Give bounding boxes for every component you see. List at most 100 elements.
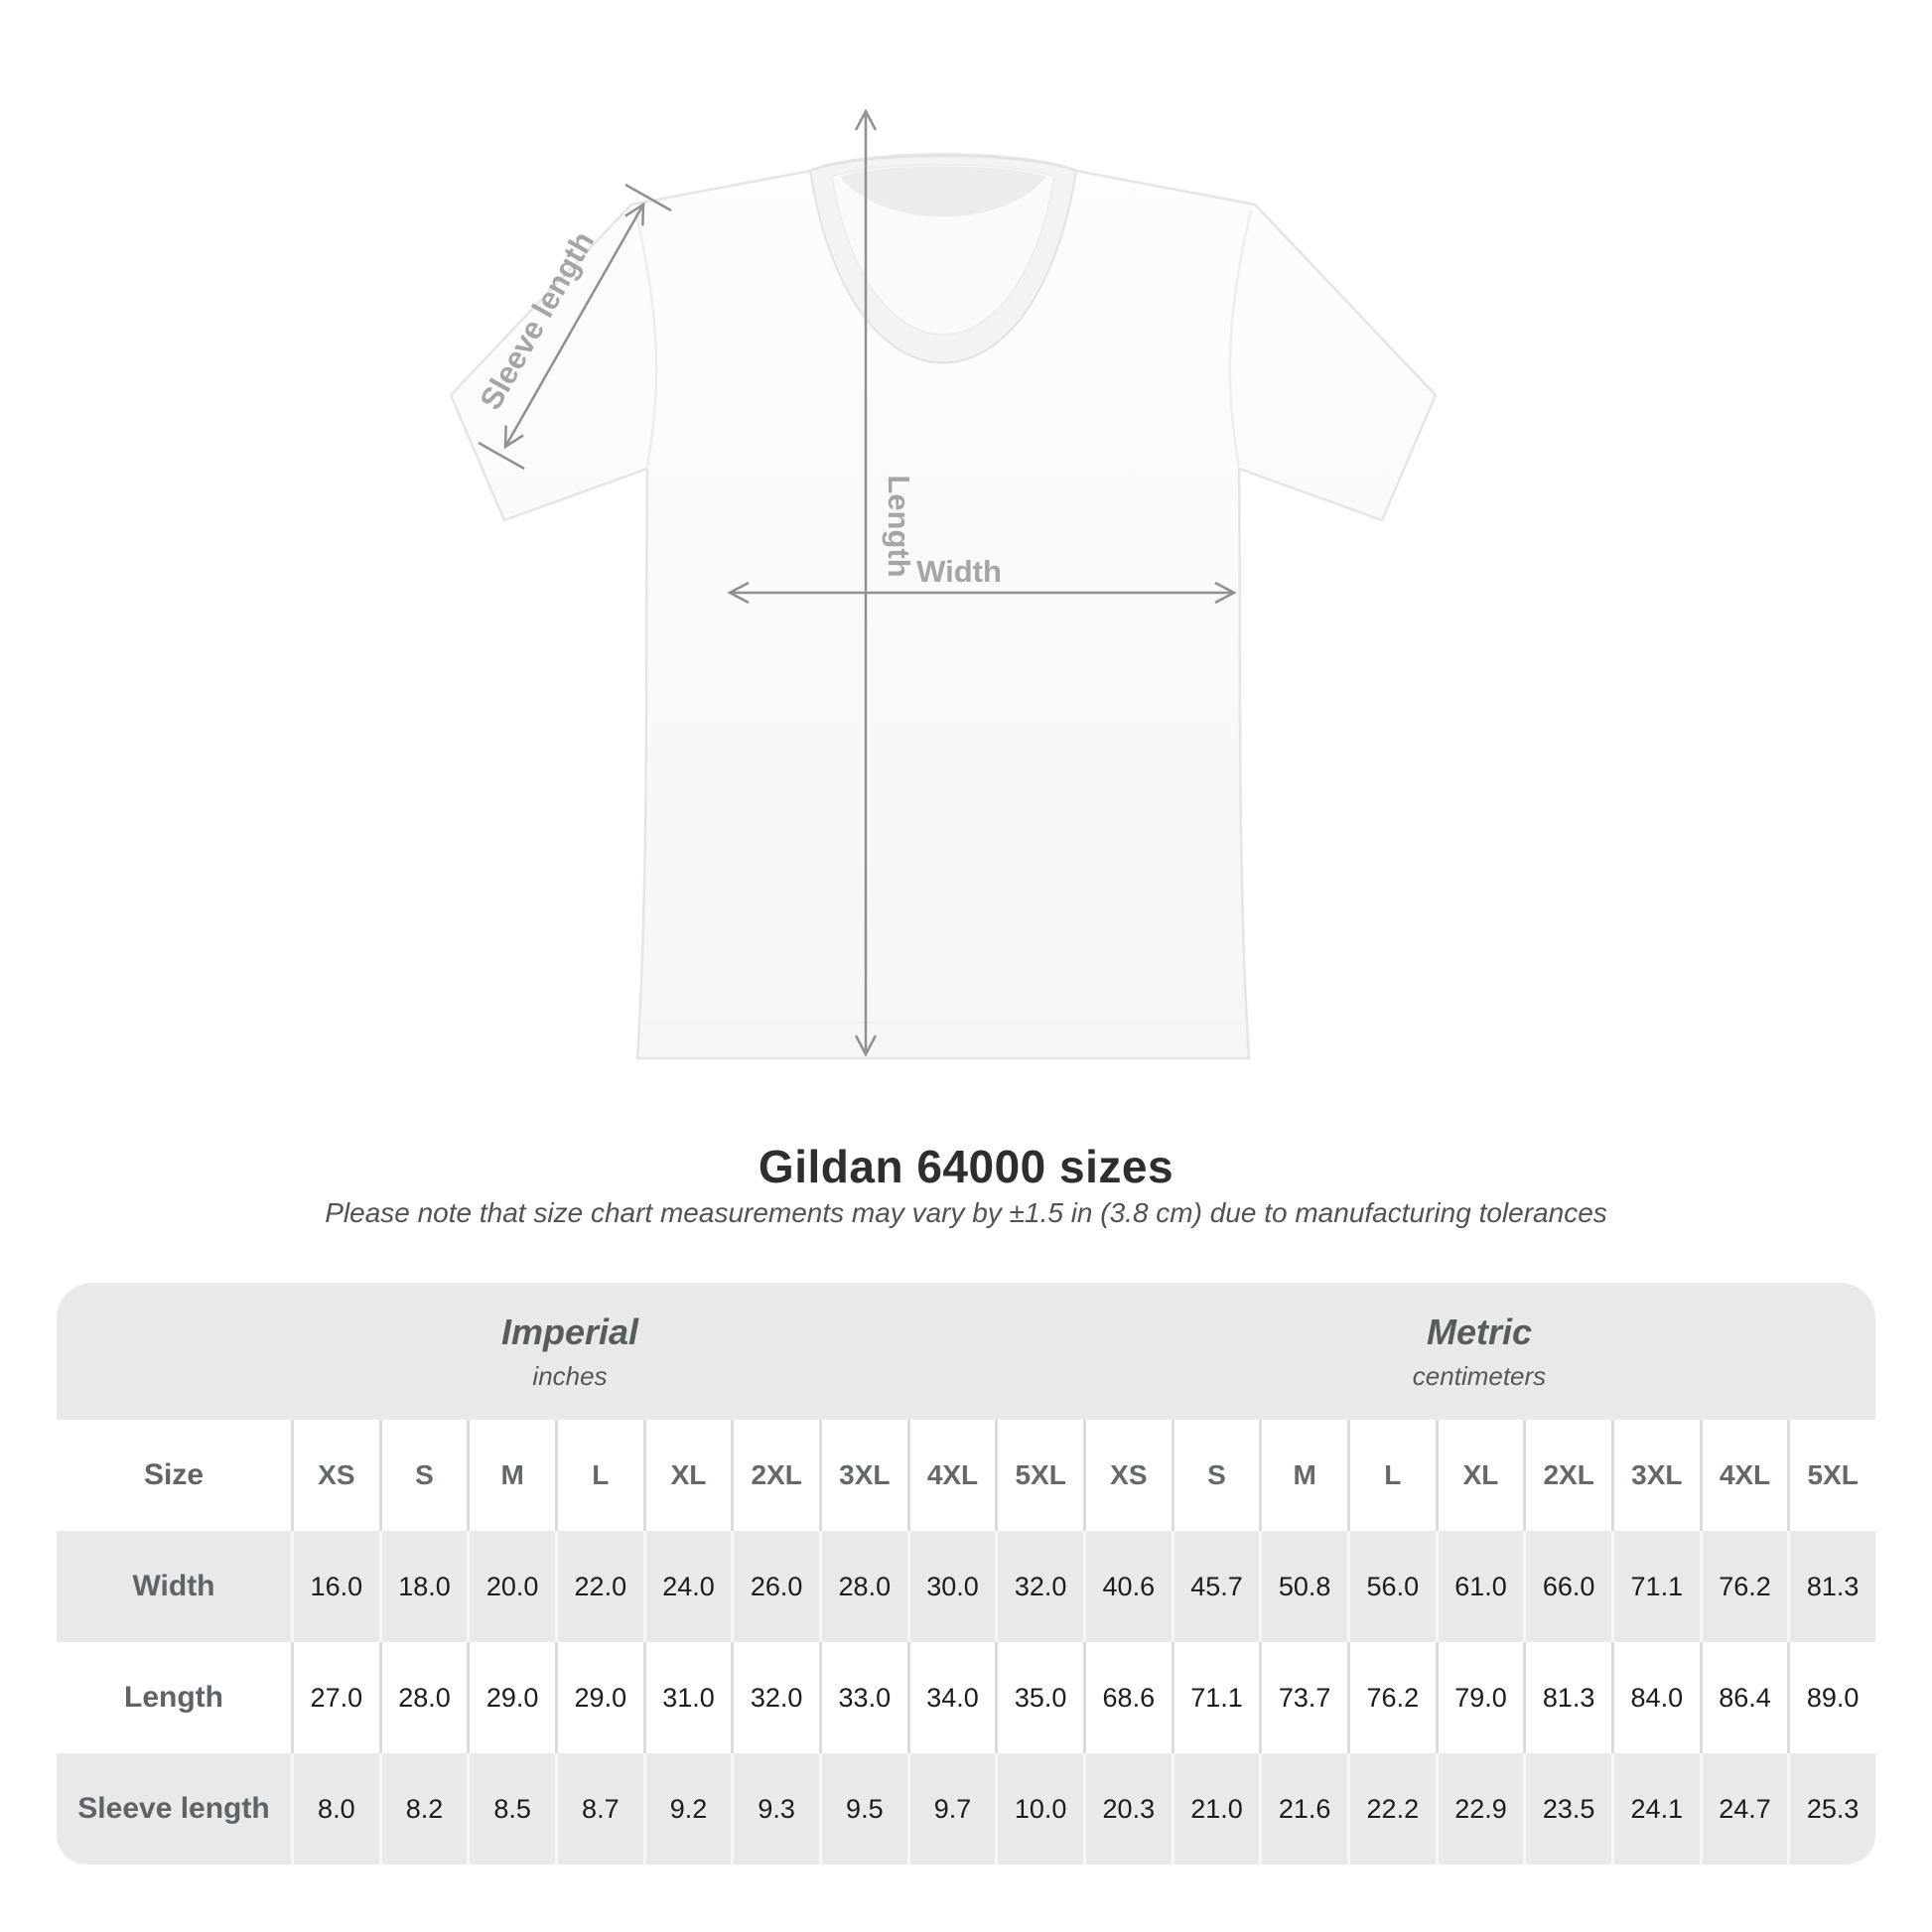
value-cell: 23.5	[1523, 1753, 1611, 1864]
size-header-row: Size XS S M L XL 2XL 3XL 4XL 5XL XS S M L XL 2XL 3XL 4XL…	[57, 1420, 1875, 1531]
sleeve-dimension-tick-top	[624, 183, 672, 212]
width-label: Width	[916, 554, 1002, 589]
value-cell: 61.0	[1435, 1531, 1524, 1642]
size-header-cell: 3XL	[1610, 1420, 1700, 1531]
value-cell: 21.0	[1171, 1753, 1260, 1864]
table-rows: Width 16.0 18.0 20.0 22.0 24.0 26.0 28.0 30.0 32.…	[57, 1531, 1875, 1864]
row-label: Width	[132, 1570, 215, 1602]
value-cell: 9.2	[642, 1753, 732, 1864]
value-cell: 81.3	[1787, 1531, 1875, 1642]
value-cell: 33.0	[818, 1642, 907, 1753]
value-cell: 86.4	[1699, 1642, 1788, 1753]
value-cell: 24.1	[1610, 1753, 1700, 1864]
value-cell: 8.0	[291, 1753, 379, 1864]
value-cell: 66.0	[1523, 1531, 1611, 1642]
size-header-cell: 4XL	[906, 1420, 996, 1531]
size-header-cell: M	[467, 1420, 555, 1531]
row-label: Length	[124, 1681, 223, 1714]
size-header-cell: 5XL	[995, 1420, 1083, 1531]
value-cell: 21.6	[1259, 1753, 1347, 1864]
imperial-title: Imperial	[500, 1311, 639, 1352]
value-cell: 24.7	[1699, 1753, 1788, 1864]
value-cell: 45.7	[1171, 1531, 1260, 1642]
tshirt-body	[449, 153, 1438, 1060]
size-header-cell: L	[1346, 1420, 1436, 1531]
tshirt-graphic	[449, 153, 1438, 1060]
size-header-cell: XS	[291, 1420, 379, 1531]
imperial-unit: inches	[532, 1360, 608, 1391]
value-cell: 29.0	[554, 1642, 643, 1753]
row-label: Sleeve length	[77, 1792, 270, 1825]
value-cell: 56.0	[1346, 1531, 1436, 1642]
table-row: Width 16.0 18.0 20.0 22.0 24.0 26.0 28.0 30.0 32.…	[57, 1531, 1875, 1642]
size-header-cell: 3XL	[818, 1420, 907, 1531]
value-cell: 22.9	[1435, 1753, 1524, 1864]
dimension-lines	[478, 108, 1237, 1057]
metric-unit: centimeters	[1412, 1360, 1547, 1391]
size-header-cell: S	[1171, 1420, 1260, 1531]
value-cell: 40.6	[1082, 1531, 1172, 1642]
value-cell: 76.2	[1699, 1531, 1788, 1642]
value-cell: 73.7	[1259, 1642, 1347, 1753]
value-cell: 22.2	[1346, 1753, 1436, 1864]
metric-title: Metric	[1426, 1311, 1533, 1352]
sleeve-dimension-line	[503, 202, 645, 450]
value-cell: 28.0	[818, 1531, 907, 1642]
value-cell: 20.0	[467, 1531, 555, 1642]
value-cell: 26.0	[731, 1531, 819, 1642]
value-cell: 34.0	[906, 1642, 996, 1753]
value-cell: 32.0	[995, 1531, 1083, 1642]
value-cell: 16.0	[291, 1531, 379, 1642]
value-cell: 9.3	[731, 1753, 819, 1864]
table-row: Sleeve length 8.0 8.2 8.5 8.7 9.2 9.3 9.5 9.7 10.…	[57, 1753, 1875, 1864]
value-cell: 8.7	[554, 1753, 643, 1864]
page-title: Gildan 64000 sizes	[758, 1141, 1174, 1192]
value-cell: 68.6	[1082, 1642, 1172, 1753]
value-cell: 25.3	[1787, 1753, 1875, 1864]
size-header-cell: L	[554, 1420, 643, 1531]
value-cell: 50.8	[1259, 1531, 1347, 1642]
value-cell: 22.0	[554, 1531, 643, 1642]
value-cell: 81.3	[1523, 1642, 1611, 1753]
unit-header-band: Imperial inches Metric centimeters	[57, 1283, 1875, 1420]
size-header-cell: XL	[642, 1420, 732, 1531]
metric-header: Metric centimeters	[1083, 1283, 1875, 1420]
value-cell: 9.5	[818, 1753, 907, 1864]
size-column-header: Size	[143, 1458, 205, 1491]
value-cell: 89.0	[1787, 1642, 1875, 1753]
value-cell: 10.0	[995, 1753, 1083, 1864]
size-header-cell: 4XL	[1699, 1420, 1788, 1531]
collar-back-shadow	[840, 166, 1046, 217]
table-row: Length 27.0 28.0 29.0 29.0 31.0 32.0 33.0 34.0 35…	[57, 1642, 1875, 1753]
value-cell: 79.0	[1435, 1642, 1524, 1753]
right-armhole-seam	[1228, 209, 1253, 468]
size-table: Imperial inches Metric centimeters Size …	[57, 1283, 1875, 1864]
tshirt-diagram: Sleeve length Length Width	[449, 108, 1438, 1060]
sleeve-dimension-tick-bottom	[478, 441, 525, 471]
value-cell: 31.0	[642, 1642, 732, 1753]
value-cell: 28.0	[378, 1642, 468, 1753]
value-cell: 30.0	[906, 1531, 996, 1642]
value-cell: 20.3	[1082, 1753, 1172, 1864]
length-label: Length	[882, 475, 916, 577]
value-cell: 9.7	[906, 1753, 996, 1864]
size-header-cell: M	[1259, 1420, 1347, 1531]
value-cell: 76.2	[1346, 1642, 1436, 1753]
tolerance-note: Please note that size chart measurements…	[325, 1197, 1607, 1228]
size-header-cell: 2XL	[731, 1420, 819, 1531]
value-cell: 27.0	[291, 1642, 379, 1753]
size-header-cell: XL	[1435, 1420, 1524, 1531]
value-cell: 35.0	[995, 1642, 1083, 1753]
imperial-header: Imperial inches	[57, 1283, 1083, 1420]
value-cell: 71.1	[1171, 1642, 1260, 1753]
size-header-cell: S	[378, 1420, 468, 1531]
size-header-cell: 5XL	[1787, 1420, 1875, 1531]
value-cell: 18.0	[378, 1531, 468, 1642]
size-header-cell: XS	[1082, 1420, 1172, 1531]
value-cell: 24.0	[642, 1531, 732, 1642]
value-cell: 8.2	[378, 1753, 468, 1864]
size-header-cell: 2XL	[1523, 1420, 1611, 1531]
value-cell: 71.1	[1610, 1531, 1700, 1642]
value-cell: 8.5	[467, 1753, 555, 1864]
